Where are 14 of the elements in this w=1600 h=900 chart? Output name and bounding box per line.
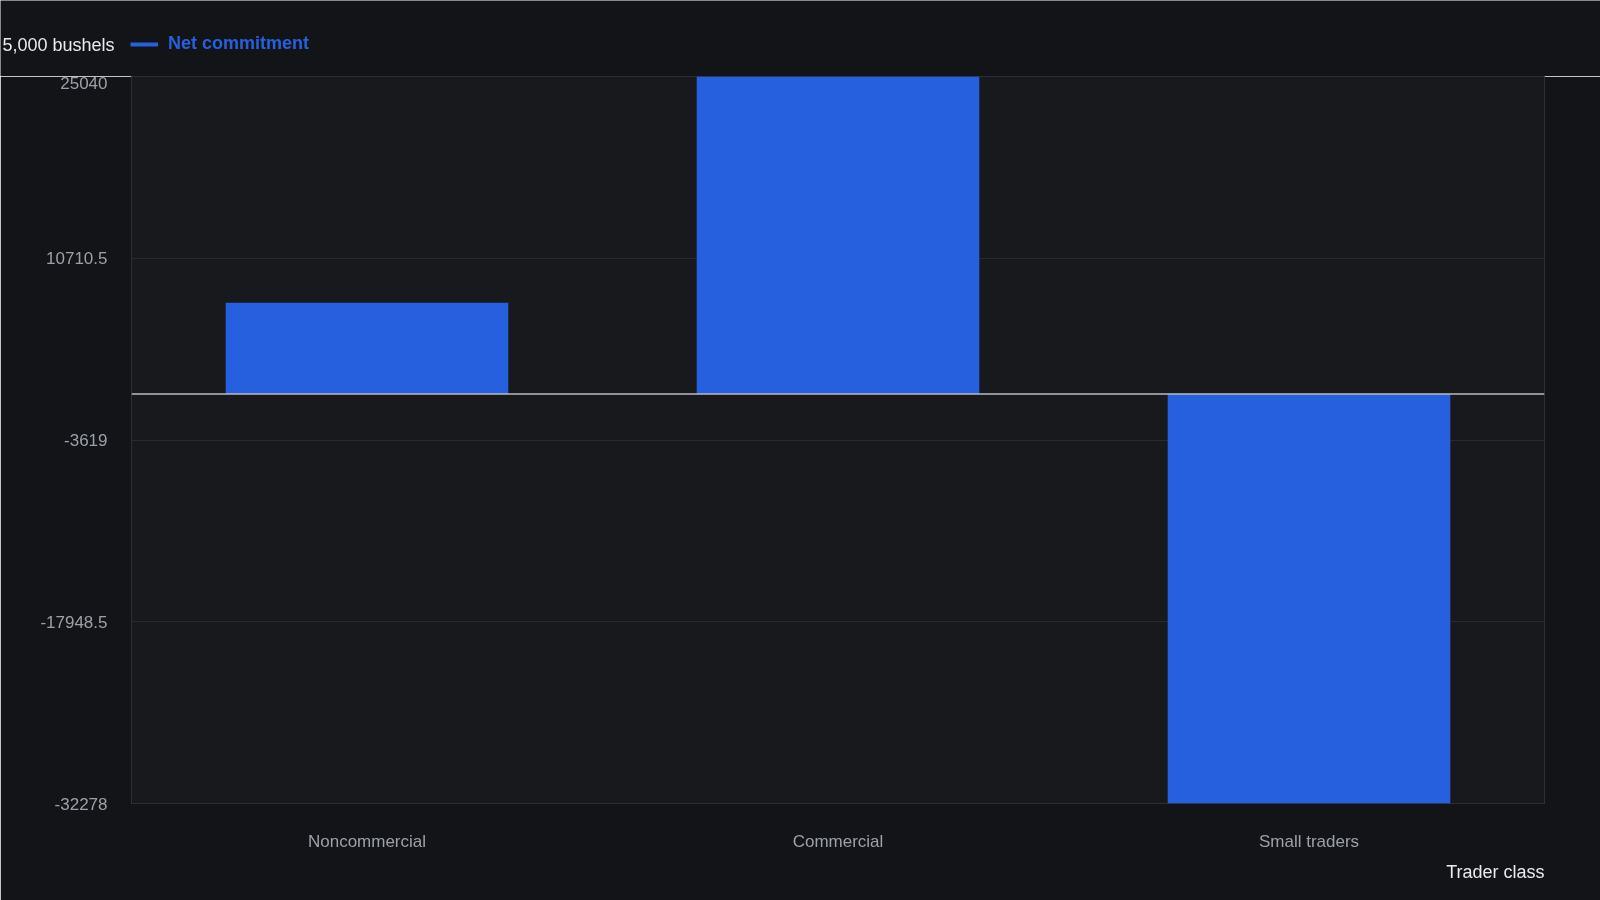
legend-label: Net commitment <box>168 33 310 54</box>
bar <box>225 302 509 395</box>
bar <box>696 76 980 395</box>
x-tick-label: Noncommercial <box>307 831 427 851</box>
y-tick-label: -32278 <box>54 794 108 814</box>
y-tick-label: -17948.5 <box>40 612 108 632</box>
x-axis-title: Trader class <box>1446 861 1545 882</box>
bar <box>1167 394 1451 804</box>
y-tick-label: 25040 <box>60 73 108 93</box>
y-tick-label: -3619 <box>64 431 108 450</box>
x-tick-label: Commercial <box>792 831 884 851</box>
x-tick-label: Small traders <box>1258 831 1360 851</box>
y-axis-title: 5,000 bushels <box>2 34 115 55</box>
y-tick-label: 10710.5 <box>46 249 108 269</box>
